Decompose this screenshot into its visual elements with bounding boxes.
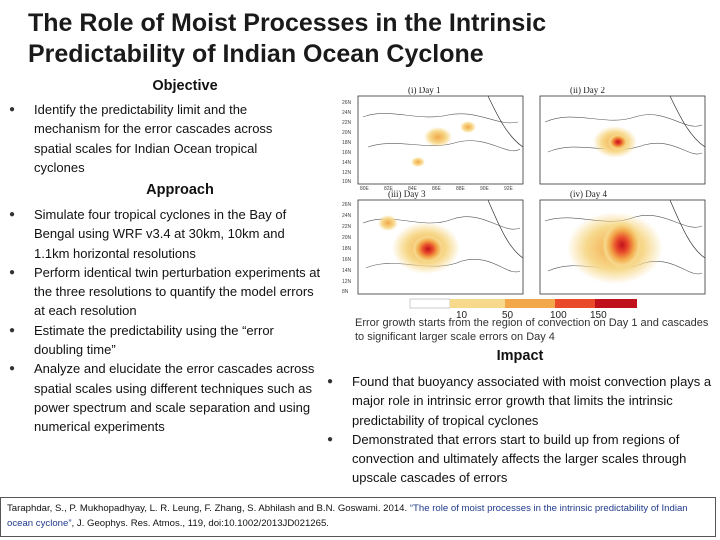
lat-axis-bottom: 26N 24N 22N 20N 18N 16N 14N 12N 8N: [342, 202, 352, 295]
lat-tick: 26N: [342, 100, 352, 106]
objective-list: Identify the predictability limit and th…: [6, 100, 306, 177]
citation-journal: , J. Geophys. Res. Atmos., 119, doi:10.1…: [72, 518, 329, 529]
objective-bullet: Identify the predictability limit and th…: [6, 100, 306, 177]
impact-bullet: Demonstrated that errors start to build …: [324, 430, 716, 488]
panel-day3: (iii) Day 3: [358, 189, 523, 294]
approach-heading: Approach: [55, 182, 305, 198]
colorbar-swatch: [410, 299, 450, 308]
lon-tick: 80E: [360, 186, 370, 192]
lat-tick: 24N: [342, 213, 352, 219]
lon-tick: 82E: [384, 186, 394, 192]
page-title: The Role of Moist Processes in the Intri…: [28, 8, 588, 70]
lat-tick: 12N: [342, 279, 352, 285]
panel-day2: (ii) Day 2: [540, 87, 705, 184]
lat-tick: 20N: [342, 130, 352, 136]
approach-bullet: Analyze and elucidate the error cascades…: [6, 359, 321, 436]
colorbar-swatch: [505, 299, 555, 308]
lat-tick: 22N: [342, 120, 352, 126]
impact-heading: Impact: [420, 348, 620, 364]
lat-tick: 18N: [342, 140, 352, 146]
lat-tick: 26N: [342, 202, 352, 208]
error-growth-figure: (i) Day 1 (ii) Day 2 (iii) Day 3 (iv) Da…: [340, 87, 712, 319]
approach-bullet: Estimate the predictability using the “e…: [6, 321, 321, 360]
title-line-2: Predictability of Indian Ocean Cyclone: [28, 39, 588, 70]
panel-day1: (i) Day 1: [358, 87, 523, 184]
colorbar-swatch: [595, 299, 637, 308]
lat-tick: 16N: [342, 257, 352, 263]
lat-tick: 24N: [342, 110, 352, 116]
title-line-1: The Role of Moist Processes in the Intri…: [28, 8, 588, 39]
panel-title: (i) Day 1: [408, 87, 441, 95]
error-region: [424, 127, 452, 147]
lon-tick: 84E: [408, 186, 418, 192]
panel-title: (iv) Day 4: [570, 189, 607, 199]
lat-tick: 14N: [342, 268, 352, 274]
lat-tick: 18N: [342, 246, 352, 252]
panel-title: (iii) Day 3: [388, 189, 426, 199]
approach-bullet: Perform identical twin perturbation expe…: [6, 263, 321, 321]
impact-list: Found that buoyancy associated with mois…: [324, 372, 716, 488]
lat-tick: 22N: [342, 224, 352, 230]
objective-heading: Objective: [60, 78, 310, 94]
lat-tick: 20N: [342, 235, 352, 241]
citation-box: Taraphdar, S., P. Mukhopadhyay, L. R. Le…: [0, 497, 716, 537]
lat-tick: 12N: [342, 170, 352, 176]
colorbar-swatch: [555, 299, 595, 308]
lon-tick: 90E: [480, 186, 490, 192]
citation-authors: Taraphdar, S., P. Mukhopadhyay, L. R. Le…: [7, 503, 410, 514]
colorbar-swatch: [450, 299, 505, 308]
impact-bullet: Found that buoyancy associated with mois…: [324, 372, 716, 430]
lat-axis-top: 26N 24N 22N 20N 18N 16N 14N 12N 10N: [342, 100, 352, 185]
lat-tick: 10N: [342, 179, 352, 185]
lon-axis-top: 80E 82E 84E 86E 88E 90E 92E: [360, 186, 514, 192]
approach-bullet: Simulate four tropical cyclones in the B…: [6, 205, 321, 263]
approach-list: Simulate four tropical cyclones in the B…: [6, 205, 321, 437]
figure-caption: Error growth starts from the region of c…: [355, 316, 715, 344]
lon-tick: 92E: [504, 186, 514, 192]
lon-tick: 88E: [456, 186, 466, 192]
panel-title: (ii) Day 2: [570, 87, 605, 95]
panel-day4: (iv) Day 4: [540, 189, 705, 294]
lat-tick: 8N: [342, 289, 349, 295]
lat-tick: 14N: [342, 160, 352, 166]
lon-tick: 86E: [432, 186, 442, 192]
lat-tick: 16N: [342, 150, 352, 156]
